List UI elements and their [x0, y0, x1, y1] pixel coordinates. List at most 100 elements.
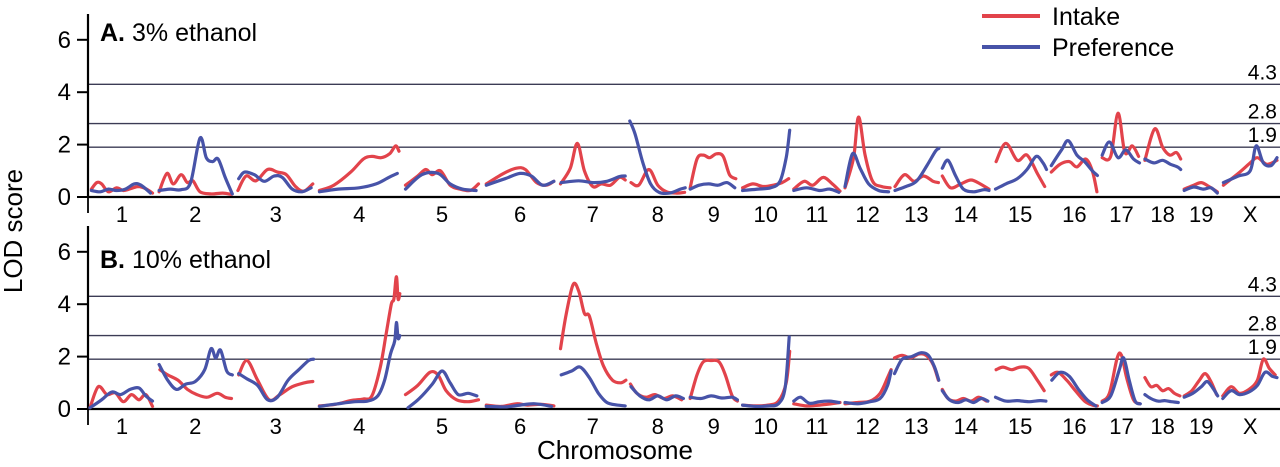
curve-preference-chr7-panel-b — [559, 365, 627, 408]
chrom-label-11-panel-a: 11 — [805, 202, 828, 227]
curve-intake-chr5-panel-b — [403, 369, 481, 404]
chrom-label-5-panel-a: 5 — [436, 202, 448, 227]
curve-preference-chr13-panel-b — [892, 351, 941, 382]
y-axis-title: LOD score — [0, 169, 28, 293]
curve-preference-chr11-panel-a — [792, 186, 841, 194]
curve-preference-chr2-panel-b — [157, 346, 234, 392]
curve-intake-chr7-panel-a — [558, 141, 627, 189]
legend-intake-label: Intake — [1052, 3, 1120, 31]
chrom-label-2-panel-b: 2 — [189, 414, 201, 439]
curve-intake-chr16-panel-a — [1049, 157, 1099, 194]
chrom-label-1-panel-a: 1 — [116, 202, 128, 227]
curve-preference-chr18-panel-b — [1143, 393, 1180, 405]
curve-intake-chr18-panel-b — [1143, 376, 1182, 398]
curve-intake-chr8-panel-a — [629, 167, 687, 195]
series-preference-panel-a — [89, 119, 1279, 196]
series-intake-panel-a — [89, 111, 1279, 196]
chrom-label-4-panel-a: 4 — [353, 202, 365, 227]
chrom-label-12-panel-a: 12 — [855, 202, 879, 227]
curve-preference-chr4-panel-b — [317, 320, 402, 408]
curve-preference-chr3-panel-b — [237, 357, 316, 403]
panel-a-label: A. — [100, 19, 125, 47]
series-preference-panel-b — [88, 320, 1279, 410]
curve-preference-chr10-panel-b — [741, 335, 791, 409]
panel-a-title: A. 3% ethanol — [100, 19, 257, 47]
chrom-label-8-panel-a: 8 — [652, 202, 664, 227]
curve-preference-chr6-panel-b — [484, 402, 554, 409]
chrom-label-1-panel-b: 1 — [116, 414, 128, 439]
curve-intake-chr14-panel-a — [940, 174, 991, 191]
chrom-label-5-panel-b: 5 — [436, 414, 448, 439]
curve-preference-chr4-panel-a — [317, 171, 399, 194]
chrom-label-X-panel-b: X — [1243, 414, 1258, 439]
chrom-label-14-panel-a: 14 — [954, 202, 978, 227]
curve-intake-chr15-panel-a — [994, 141, 1047, 189]
curve-intake-chr1-panel-b — [88, 384, 155, 410]
curve-preference-chr9-panel-a — [688, 180, 737, 191]
chrom-label-X-panel-a: X — [1243, 202, 1258, 227]
threshold-label-4.3-panel-a: 4.3 — [1248, 61, 1277, 84]
curve-preference-chr17-panel-b — [1100, 356, 1142, 406]
chrom-label-16-panel-a: 16 — [1062, 202, 1086, 227]
curve-intake-chr15-panel-b — [994, 365, 1046, 393]
chrom-label-10-panel-a: 10 — [753, 202, 777, 227]
x-axis-title: Chromosome — [537, 435, 693, 465]
curve-preference-chrX-panel-b — [1221, 370, 1279, 401]
chrom-label-10-panel-b: 10 — [753, 414, 777, 439]
curve-preference-chr15-panel-a — [993, 154, 1049, 191]
chrom-label-6-panel-a: 6 — [514, 202, 526, 227]
chrom-label-19-panel-a: 19 — [1189, 202, 1213, 227]
y-tick-label-6-panel-b: 6 — [58, 239, 71, 266]
curve-preference-chr15-panel-b — [993, 395, 1048, 404]
panel-b-label: B. — [100, 246, 125, 274]
curve-preference-chr14-panel-b — [940, 389, 990, 405]
y-tick-label-4-panel-a: 4 — [58, 79, 71, 106]
curve-intake-chr7-panel-b — [558, 281, 628, 385]
curve-preference-chr16-panel-b — [1050, 370, 1098, 408]
chrom-label-15-panel-b: 15 — [1008, 414, 1032, 439]
curve-preference-chr16-panel-a — [1049, 139, 1099, 178]
chrom-label-13-panel-a: 13 — [904, 202, 928, 227]
curve-preference-chr17-panel-a — [1100, 140, 1142, 165]
curve-preference-chr7-panel-a — [559, 174, 627, 185]
legend-preference-label: Preference — [1052, 34, 1174, 62]
chrom-label-6-panel-b: 6 — [514, 414, 526, 439]
chrom-label-2-panel-a: 2 — [189, 202, 201, 227]
curve-preference-chr19-panel-b — [1182, 379, 1220, 399]
threshold-label-4.3-panel-b: 4.3 — [1248, 273, 1277, 296]
threshold-label-1.9-panel-a: 1.9 — [1248, 124, 1277, 147]
curve-preference-chr6-panel-a — [484, 171, 556, 187]
curve-intake-chr9-panel-b — [688, 358, 739, 403]
threshold-label-1.9-panel-b: 1.9 — [1248, 336, 1277, 359]
chrom-label-9-panel-a: 9 — [708, 202, 720, 227]
curve-intake-chr12-panel-a — [843, 115, 892, 190]
curve-intake-chrX-panel-b — [1221, 357, 1277, 398]
curve-preference-chr1-panel-a — [89, 181, 153, 195]
chrom-label-7-panel-b: 7 — [587, 414, 599, 439]
curve-preference-chr19-panel-a — [1182, 185, 1219, 195]
chrom-label-14-panel-b: 14 — [954, 414, 978, 439]
curve-preference-chr13-panel-a — [893, 146, 941, 193]
curve-preference-chr14-panel-a — [940, 158, 991, 194]
curve-intake-chr17-panel-a — [1100, 111, 1141, 162]
curve-preference-chr5-panel-a — [403, 170, 478, 193]
curve-preference-chr12-panel-a — [843, 151, 891, 194]
chrom-label-15-panel-a: 15 — [1008, 202, 1032, 227]
curve-preference-chr11-panel-b — [792, 395, 841, 405]
chrom-label-13-panel-b: 13 — [904, 414, 928, 439]
curve-intake-chr4-panel-a — [317, 144, 401, 193]
chrom-label-17-panel-a: 17 — [1109, 202, 1133, 227]
chrom-label-12-panel-b: 12 — [855, 414, 879, 439]
y-tick-label-4-panel-b: 4 — [58, 291, 71, 318]
y-tick-label-2-panel-b: 2 — [58, 344, 71, 371]
chrom-label-8-panel-b: 8 — [652, 414, 664, 439]
curve-intake-chr9-panel-a — [688, 152, 738, 190]
curve-intake-chr11-panel-a — [792, 175, 842, 193]
legend: Intake Preference — [982, 3, 1174, 62]
chrom-label-19-panel-b: 19 — [1189, 414, 1213, 439]
curve-intake-chr2-panel-a — [157, 171, 234, 196]
